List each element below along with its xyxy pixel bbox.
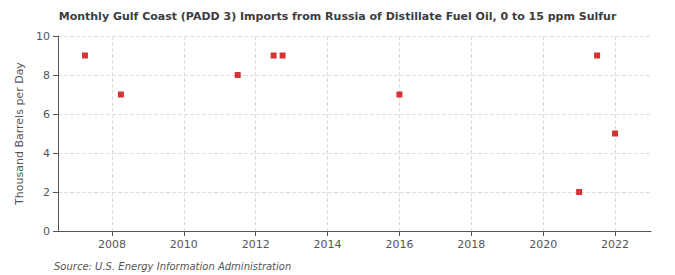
svg-text:2022: 2022	[601, 238, 629, 251]
svg-text:2018: 2018	[457, 238, 485, 251]
svg-text:2010: 2010	[170, 238, 198, 251]
svg-text:2: 2	[43, 186, 50, 199]
svg-text:8: 8	[43, 69, 50, 82]
svg-text:0: 0	[43, 225, 50, 238]
svg-text:2020: 2020	[529, 238, 557, 251]
svg-text:Thousand Barrels per Day: Thousand Barrels per Day	[13, 62, 26, 206]
svg-text:2016: 2016	[385, 238, 413, 251]
svg-text:6: 6	[43, 108, 50, 121]
svg-text:Monthly Gulf Coast (PADD 3) Im: Monthly Gulf Coast (PADD 3) Imports from…	[59, 10, 617, 23]
svg-text:2014: 2014	[314, 238, 342, 251]
svg-text:Source: U.S. Energy Informatio: Source: U.S. Energy Information Administ…	[54, 261, 291, 272]
svg-text:2008: 2008	[98, 238, 126, 251]
svg-text:10: 10	[36, 30, 50, 43]
svg-text:4: 4	[43, 147, 50, 160]
svg-text:2012: 2012	[242, 238, 270, 251]
